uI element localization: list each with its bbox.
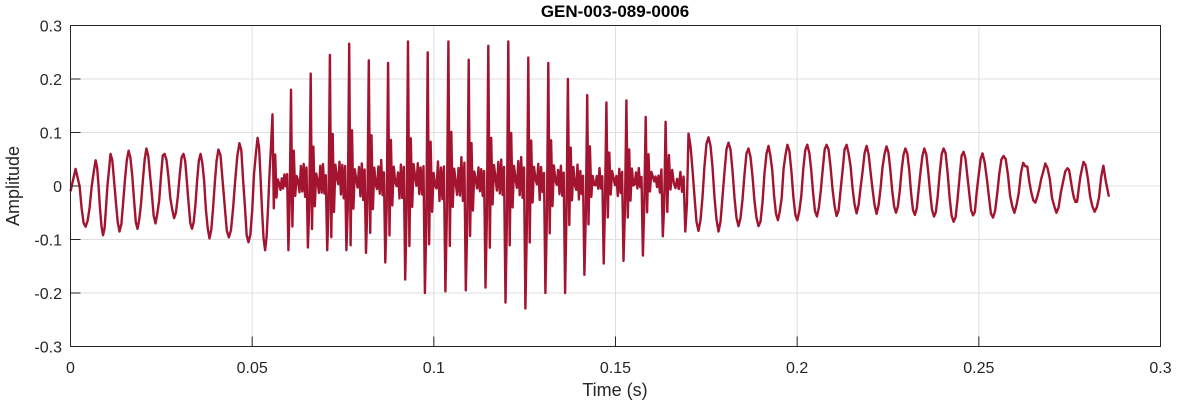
x-tick-label: 0.25 (963, 360, 994, 377)
x-tick-label: 0.2 (786, 360, 808, 377)
chart-title: GEN-003-089-0006 (541, 2, 689, 21)
y-tick-label: -0.1 (34, 233, 62, 250)
x-axis-label: Time (s) (582, 380, 647, 400)
y-tick-label: 0 (53, 179, 62, 196)
x-tick-label: 0.05 (237, 360, 268, 377)
y-tick-label: 0.3 (40, 19, 62, 36)
x-tick-label: 0.3 (1149, 360, 1171, 377)
x-tick-label: 0.1 (423, 360, 445, 377)
plot-area (69, 40, 1111, 310)
y-axis-label: Amplitude (3, 146, 23, 226)
x-tick-label: 0.15 (600, 360, 631, 377)
y-tick-label: 0.1 (40, 126, 62, 143)
series-line (69, 40, 1111, 310)
y-tick-label: 0.2 (40, 72, 62, 89)
ticks: 0 0.05 0.1 0.15 0.2 0.25 0.3 -0.3 -0.2 -0.1 0 0.1 0.… (34, 19, 1171, 378)
y-tick-label: -0.2 (34, 286, 62, 303)
x-tick-label: 0 (66, 360, 75, 377)
y-tick-label: -0.3 (34, 340, 62, 357)
